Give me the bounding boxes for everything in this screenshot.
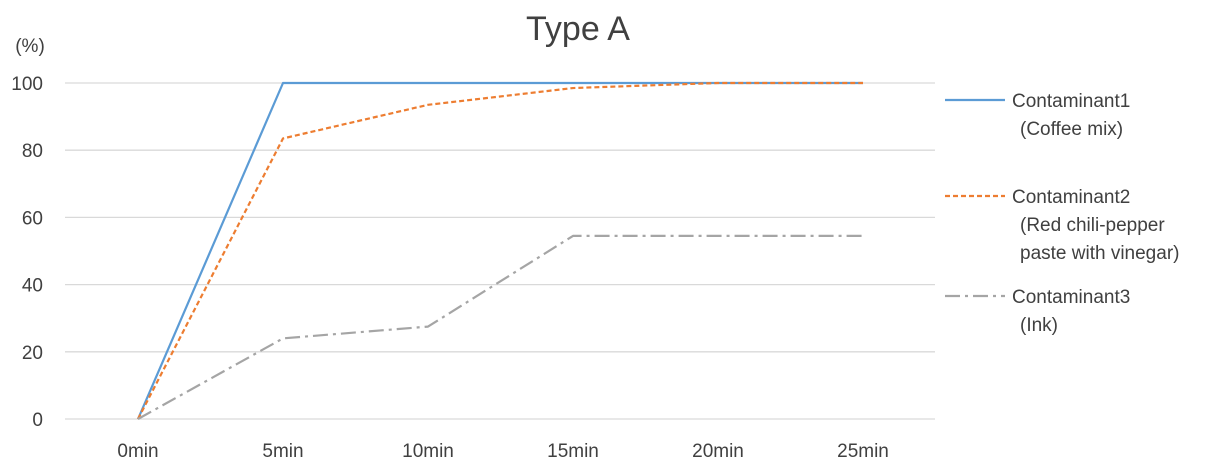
series-lines [136, 81, 863, 420]
series-line-3 [137, 234, 863, 420]
y-tick-label: 80 [22, 141, 43, 162]
legend-label-2: Contaminant2 [1012, 187, 1130, 208]
y-tick-label: 60 [22, 208, 43, 229]
series-line-2 [137, 81, 863, 420]
y-tick-label: 40 [22, 276, 43, 297]
x-tick-label: 0min [117, 441, 158, 462]
legend-label-3: (Ink) [1020, 315, 1058, 336]
x-axis-tick-labels: 0min 5min 10min 15min 20min 25min [117, 441, 888, 462]
gridlines [65, 82, 935, 420]
legend-label-2: (Red chili-pepper [1020, 215, 1165, 236]
legend-label-1: (Coffee mix) [1020, 119, 1123, 140]
x-tick-label: 25min [837, 441, 889, 462]
y-tick-label: 20 [22, 343, 43, 364]
legend-label-2: paste with vinegar) [1020, 243, 1179, 264]
x-tick-label: 15min [547, 441, 599, 462]
y-axis-unit-label: (%) [15, 36, 45, 57]
legend: Contaminant1 (Coffee mix) Contaminant2 (Red… [945, 91, 1179, 336]
chart-title: Type A [526, 10, 630, 48]
legend-label-1: Contaminant1 [1012, 91, 1130, 112]
x-tick-label: 5min [262, 441, 303, 462]
legend-label-3: Contaminant3 [1012, 287, 1130, 308]
y-axis-tick-labels: 0 20 40 60 80 100 [11, 74, 43, 431]
x-tick-label: 10min [402, 441, 454, 462]
x-tick-label: 20min [692, 441, 744, 462]
y-tick-label: 0 [32, 410, 43, 431]
series-line-1 [136, 81, 863, 420]
y-tick-label: 100 [11, 74, 43, 95]
